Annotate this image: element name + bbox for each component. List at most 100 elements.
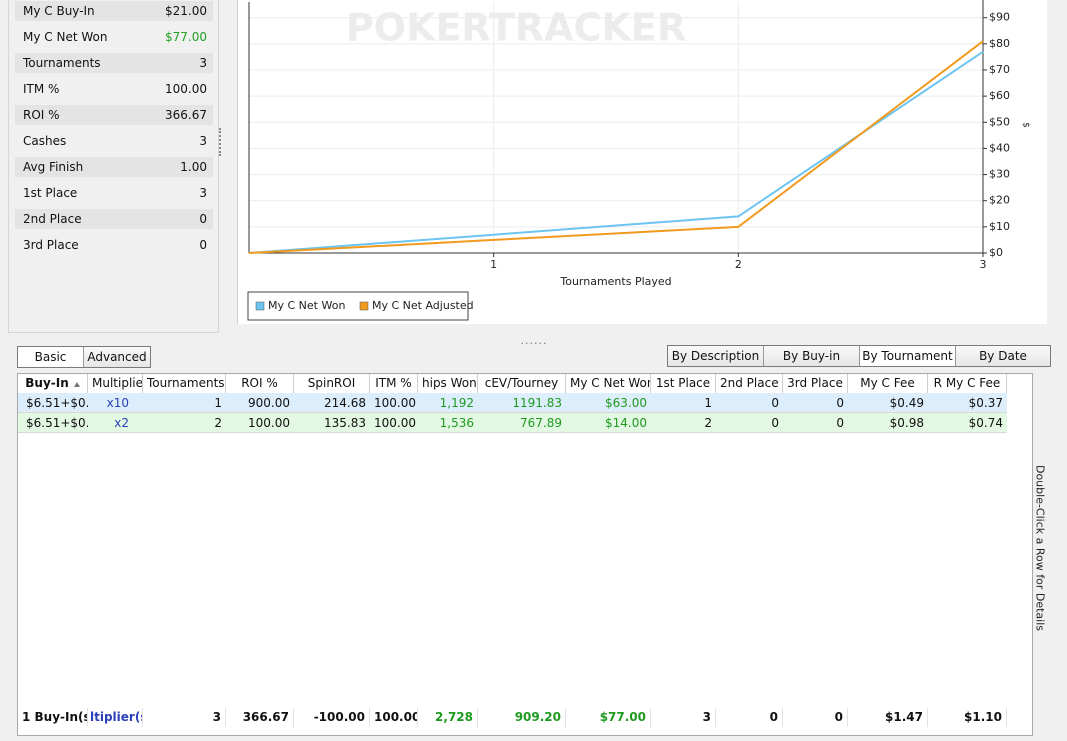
stat-label: My C Buy-In xyxy=(23,4,95,18)
x-tick-label: 1 xyxy=(490,258,497,271)
totals-cell: $1.10 xyxy=(928,708,1007,727)
table-row[interactable] xyxy=(18,393,1007,413)
legend-label: My C Net Adjusted xyxy=(372,299,474,312)
totals-cell: 0 xyxy=(716,708,783,727)
stat-row: ROI % 366.67 xyxy=(15,105,213,125)
column-header[interactable]: ROI % xyxy=(226,374,294,393)
column-header[interactable]: SpinROI xyxy=(294,374,370,393)
stat-value: 3 xyxy=(199,134,207,148)
stat-label: ITM % xyxy=(23,82,60,96)
table-cell: $6.51+$0.49 xyxy=(26,416,88,430)
stat-row: My C Net Won $77.00 xyxy=(15,27,213,47)
x-axis-label: Tournaments Played xyxy=(559,275,671,288)
table-cell: 1,536 xyxy=(439,416,474,430)
splitter-grip[interactable]: ...... xyxy=(520,334,548,347)
stat-label: Avg Finish xyxy=(23,160,84,174)
table-cell: 2 xyxy=(214,416,222,430)
tab-group: By Description By Buy-in By Tournament By D… xyxy=(667,345,1051,367)
column-header[interactable]: Buy-In xyxy=(18,374,88,393)
totals-cell: $1.47 xyxy=(848,708,928,727)
table-cell: 900.00 xyxy=(248,396,290,410)
legend-box xyxy=(247,291,469,321)
tab-group: Basic Advanced xyxy=(17,346,151,368)
legend-swatch xyxy=(255,301,265,311)
series-line xyxy=(248,50,984,254)
x-tick-label: 2 xyxy=(735,258,742,271)
column-header[interactable]: My C Fee xyxy=(848,374,928,393)
stat-label: ROI % xyxy=(23,108,60,122)
column-header[interactable]: R My C Fee xyxy=(928,374,1007,393)
chart: POKERTRACKER $0 $10 $20 $30 $40 $50 $60 $70 $80 $9… xyxy=(247,0,1031,321)
column-header[interactable]: Multiplier xyxy=(88,374,143,393)
stat-value: 0 xyxy=(199,238,207,252)
y-tick-label: $40 xyxy=(989,141,1010,154)
legend-label: My C Net Won xyxy=(268,299,345,312)
table-cell: 2 xyxy=(704,416,712,430)
tab[interactable]: By Buy-in xyxy=(764,346,860,366)
splitter-grip[interactable] xyxy=(219,128,222,156)
totals-cell: 366.67 xyxy=(226,708,294,727)
tab[interactable]: By Tournament xyxy=(860,346,956,366)
series-line xyxy=(248,40,984,254)
totals-cell: 0 xyxy=(783,708,848,727)
stat-label: Tournaments xyxy=(23,56,101,70)
results-table: Buy-In Multiplier Tournaments ROI % SpinROI I… xyxy=(17,373,1033,736)
stat-value: $77.00 xyxy=(165,30,207,44)
table-cell: $14.00 xyxy=(605,416,647,430)
table-cell: $6.51+$0.49 xyxy=(26,396,88,410)
stat-label: 2nd Place xyxy=(23,212,82,226)
column-header[interactable]: hips Won A xyxy=(418,374,478,393)
y-tick-label: $50 xyxy=(989,115,1010,128)
y-tick-label: $20 xyxy=(989,194,1010,207)
tab[interactable]: By Description xyxy=(668,346,764,366)
table-cell: $0.74 xyxy=(968,416,1003,430)
stat-row: Cashes 3 xyxy=(15,131,213,151)
stat-value: $21.00 xyxy=(165,4,207,18)
column-header[interactable]: 1st Place xyxy=(651,374,716,393)
stat-value: 366.67 xyxy=(165,108,207,122)
stat-row: My C Buy-In $21.00 xyxy=(15,1,213,21)
column-header[interactable]: My C Net Won xyxy=(566,374,651,393)
totals-cell: 909.20 xyxy=(478,708,566,727)
y-tick-label: $80 xyxy=(989,37,1010,50)
totals-cell: ltiplier(s) xyxy=(88,708,143,727)
table-cell: 0 xyxy=(771,416,779,430)
table-cell: 1191.83 xyxy=(512,396,562,410)
table-cell: $0.98 xyxy=(889,416,924,430)
stat-value: 1.00 xyxy=(180,160,207,174)
table-cell: 1,192 xyxy=(439,396,474,410)
stats-panel: My C Buy-In $21.00 My C Net Won $77.00 Tourn… xyxy=(8,0,219,333)
column-header[interactable]: cEV/Tourney xyxy=(478,374,566,393)
stat-value: 3 xyxy=(199,56,207,70)
stat-label: 1st Place xyxy=(23,186,78,200)
column-header[interactable]: 3rd Place xyxy=(783,374,848,393)
table-cell: 1 xyxy=(214,396,222,410)
totals-cell: 3 xyxy=(143,708,226,727)
table-cell: 100.00 xyxy=(248,416,290,430)
stat-value: 3 xyxy=(199,186,207,200)
y-tick-label: $70 xyxy=(989,63,1010,76)
column-header[interactable]: 2nd Place xyxy=(716,374,783,393)
y-tick-label: $90 xyxy=(989,11,1010,24)
side-note: Double-Click a Row for Details xyxy=(1033,464,1047,632)
table-row[interactable] xyxy=(18,413,1007,433)
column-header[interactable]: Tournaments xyxy=(143,374,226,393)
x-tick-label: 3 xyxy=(980,258,987,271)
table-cell: x2 xyxy=(114,416,129,430)
watermark: POKERTRACKER xyxy=(346,6,686,50)
tab[interactable]: By Date xyxy=(956,346,1050,366)
tab[interactable]: Advanced xyxy=(84,347,150,367)
table-cell: 767.89 xyxy=(520,416,562,430)
table-cell: 0 xyxy=(836,416,844,430)
totals-cell: 1 Buy-In(s) xyxy=(18,708,88,727)
column-header[interactable]: ITM % xyxy=(370,374,418,393)
y-tick-label: $10 xyxy=(989,220,1010,233)
table-cell: 214.68 xyxy=(324,396,366,410)
legend-swatch xyxy=(359,301,369,311)
stat-label: Cashes xyxy=(23,134,67,148)
totals-cell: $77.00 xyxy=(566,708,651,727)
tab[interactable]: Basic xyxy=(18,347,84,367)
table-cell: $0.49 xyxy=(889,396,924,410)
stat-label: 3rd Place xyxy=(23,238,79,252)
table-cell: 100.00 xyxy=(374,396,416,410)
